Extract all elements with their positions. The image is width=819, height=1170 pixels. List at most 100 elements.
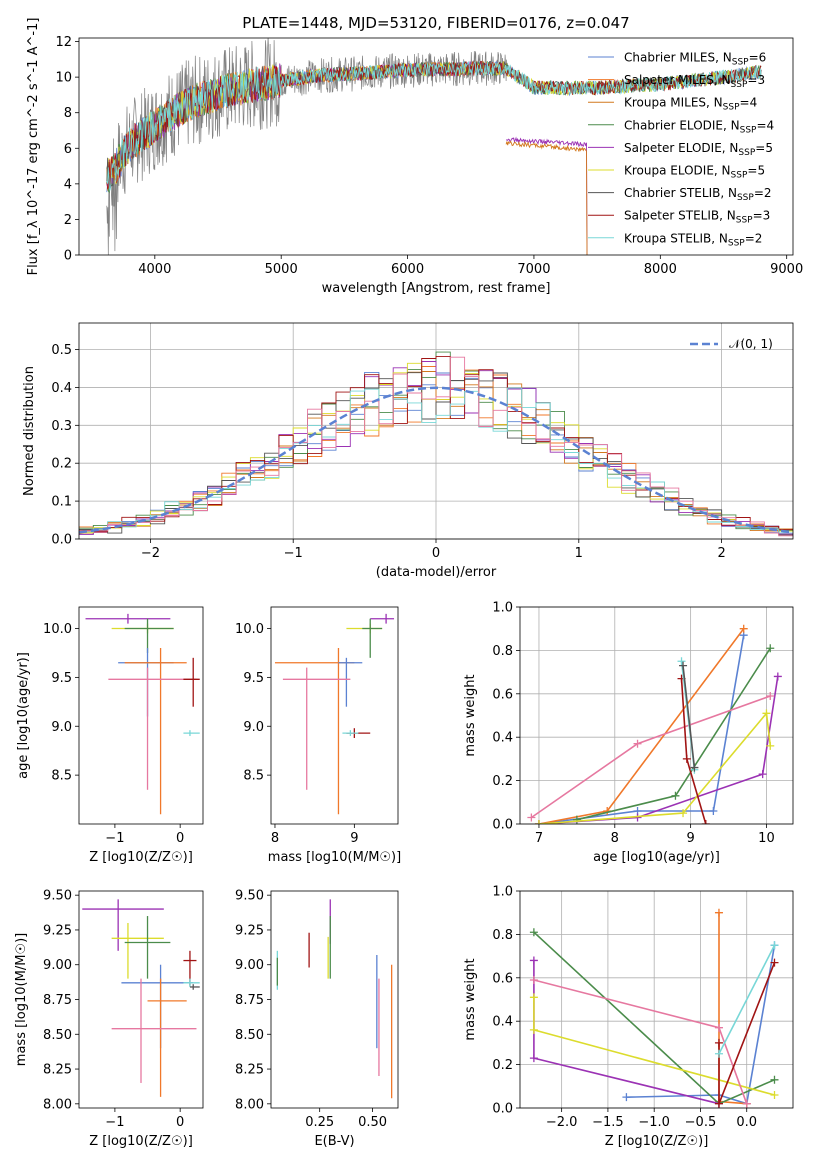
histogram-series	[79, 371, 793, 535]
x-axis-label: Z [log10(Z/Z☉)]	[89, 850, 193, 865]
x-tick-label: 8000	[644, 262, 677, 277]
data-point	[111, 922, 164, 979]
marker-plus	[677, 657, 686, 666]
axes-frame	[519, 890, 794, 1109]
normal-curve	[79, 386, 793, 534]
x-tick-label: 10	[758, 831, 775, 846]
weight-series	[538, 628, 745, 824]
y-tick-label: 0.0	[492, 1102, 513, 1117]
x-tick-label: 0.0	[736, 1115, 757, 1130]
y-tick-label: 2	[64, 213, 72, 228]
plot-area	[82, 899, 200, 1097]
legend-entry: Salpeter MILES, NSSP=3	[624, 73, 765, 90]
y-tick-label: 9.5	[51, 671, 72, 686]
x-tick-label: 7000	[517, 262, 550, 277]
marker-plus	[714, 1023, 723, 1032]
legend-entry: 𝒩(0, 1)	[729, 337, 773, 351]
x-tick-label: 1	[575, 546, 583, 561]
x-tick-label: 8	[611, 831, 619, 846]
y-tick-label: 0.5	[51, 343, 72, 358]
data-point	[189, 984, 200, 990]
weight-series	[626, 945, 776, 1105]
y-tick-label: 0.4	[492, 1015, 513, 1030]
legend-entry: Chabrier ELODIE, NSSP=4	[624, 118, 774, 135]
histogram-series	[79, 356, 793, 537]
marker-plus	[701, 820, 710, 824]
legend-value: =4	[756, 118, 774, 132]
axes-age-vs-mass: 8 9 8.5 9.0 9.5 10.0 mass [log10(M/M☉)]	[235, 606, 401, 865]
x-tick-label: −2.0	[546, 1115, 578, 1130]
weight-series	[680, 678, 707, 824]
weight-series	[682, 665, 696, 768]
x-axis-label: (data-model)/error	[376, 565, 497, 580]
y-tick-label: 0.6	[492, 687, 513, 702]
data-point	[108, 667, 197, 790]
y-tick-label: 9.25	[235, 923, 264, 938]
axes-weight-vs-Z: −2.0 −1.5 −1.0 −0.5 0.0 0.0 0.2 0.4 0.6 0.8 1.0 Z […	[463, 885, 794, 1149]
weight-series	[530, 695, 771, 819]
legend-subscript: SSP	[740, 125, 757, 135]
marker-plus	[709, 806, 718, 815]
plot-area	[85, 613, 200, 815]
y-tick-label: 0.0	[492, 818, 513, 833]
y-tick-label: 0.8	[492, 928, 513, 943]
x-axis-label: E(B-V)	[314, 1134, 354, 1149]
marker-plus	[682, 754, 691, 763]
legend-subscript: SSP	[731, 171, 748, 181]
y-axis-label: mass weight	[463, 674, 478, 756]
x-tick-label: 0	[432, 546, 440, 561]
marker-plus	[714, 1049, 723, 1058]
x-axis-label: age [log10(age/yr)]	[593, 850, 720, 865]
histograms	[79, 351, 793, 537]
marker-plus	[766, 644, 775, 653]
error-bars	[276, 899, 393, 1099]
y-tick-label: 8.25	[235, 1063, 264, 1078]
legend-entry: Chabrier STELIB, NSSP=2	[624, 186, 772, 203]
y-tick-label: 4	[64, 177, 72, 192]
legend-value: =3	[753, 209, 771, 223]
data-point	[124, 618, 174, 653]
y-tick-label: 0.2	[492, 1058, 513, 1073]
data-point	[183, 978, 200, 987]
marker-plus	[766, 741, 775, 750]
legend-value: =2	[745, 231, 763, 245]
x-tick-label: 5000	[265, 262, 298, 277]
marker-plus	[739, 624, 748, 633]
marker-plus	[770, 1075, 779, 1084]
weight-series	[538, 676, 779, 824]
legend: Chabrier MILES, NSSP=6 Salpeter MILES, NS…	[588, 51, 774, 248]
y-tick-label: 9.50	[43, 889, 72, 904]
legend-subscript: SSP	[728, 238, 745, 248]
x-tick-label: 6000	[391, 262, 424, 277]
data-point	[183, 730, 200, 737]
legend-entry: Salpeter STELIB, NSSP=3	[624, 209, 770, 226]
error-bars	[82, 899, 200, 1097]
marker-plus	[762, 709, 771, 718]
legend-subscript: SSP	[736, 216, 753, 226]
plot-area	[276, 899, 393, 1099]
x-tick-label: 4000	[138, 262, 171, 277]
legend-value: =6	[749, 51, 767, 65]
axes-mass-vs-Z: −1 0 8.00 8.25 8.50 8.75 9.00 9.25 9.50 Z [log10(…	[14, 889, 204, 1149]
y-tick-label: 0	[64, 249, 72, 264]
data-point	[147, 978, 187, 1097]
legend-value: =2	[754, 186, 772, 200]
histogram-series	[79, 355, 793, 532]
axes-age-vs-Z: −1 0 8.5 9.0 9.5 10.0 Z [log10(Z/Z☉)] age [log1…	[16, 606, 204, 865]
weight-series	[718, 944, 776, 1055]
y-tick-label: 0.2	[492, 774, 513, 789]
x-tick-label: 7	[535, 831, 543, 846]
y-axis-label: mass [log10(M/M☉)]	[14, 933, 29, 1066]
axes-frame	[78, 890, 204, 1109]
marker-plus	[529, 993, 538, 1002]
x-tick-label: 2	[717, 546, 725, 561]
x-tick-label: 0.25	[305, 1115, 334, 1130]
legend-value: =5	[755, 141, 773, 155]
y-axis-label: Normed distribution	[22, 366, 37, 496]
y-tick-label: 9.00	[43, 958, 72, 973]
marker-plus	[742, 1099, 751, 1108]
y-tick-label: 8.75	[235, 993, 264, 1008]
y-tick-label: 0.1	[51, 495, 72, 510]
data-point	[85, 613, 171, 624]
weight-series	[533, 979, 748, 1104]
